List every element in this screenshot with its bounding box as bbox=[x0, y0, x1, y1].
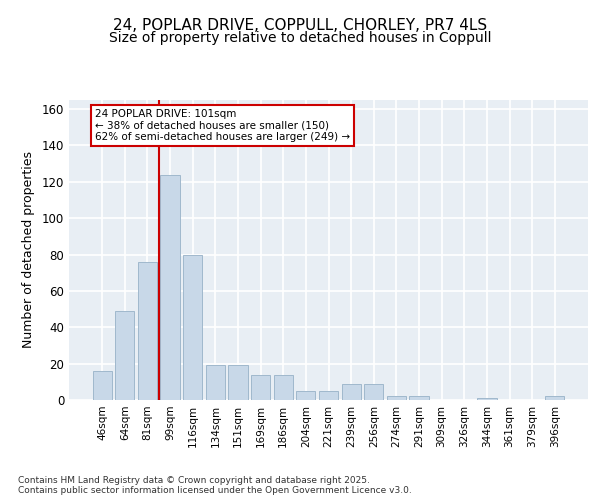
Bar bbox=[183, 254, 202, 400]
Text: Contains HM Land Registry data © Crown copyright and database right 2025.
Contai: Contains HM Land Registry data © Crown c… bbox=[18, 476, 412, 495]
Bar bbox=[319, 391, 338, 400]
Y-axis label: Number of detached properties: Number of detached properties bbox=[22, 152, 35, 348]
Bar bbox=[341, 384, 361, 400]
Bar bbox=[251, 374, 270, 400]
Text: 24 POPLAR DRIVE: 101sqm
← 38% of detached houses are smaller (150)
62% of semi-d: 24 POPLAR DRIVE: 101sqm ← 38% of detache… bbox=[95, 109, 350, 142]
Bar bbox=[115, 311, 134, 400]
Bar bbox=[477, 398, 497, 400]
Text: Size of property relative to detached houses in Coppull: Size of property relative to detached ho… bbox=[109, 31, 491, 45]
Bar bbox=[387, 396, 406, 400]
Bar bbox=[296, 391, 316, 400]
Bar bbox=[545, 396, 565, 400]
Text: 24, POPLAR DRIVE, COPPULL, CHORLEY, PR7 4LS: 24, POPLAR DRIVE, COPPULL, CHORLEY, PR7 … bbox=[113, 18, 487, 32]
Bar bbox=[364, 384, 383, 400]
Bar bbox=[160, 174, 180, 400]
Bar bbox=[92, 371, 112, 400]
Bar bbox=[138, 262, 157, 400]
Bar bbox=[409, 396, 428, 400]
Bar bbox=[206, 366, 225, 400]
Bar bbox=[274, 374, 293, 400]
Bar bbox=[229, 366, 248, 400]
